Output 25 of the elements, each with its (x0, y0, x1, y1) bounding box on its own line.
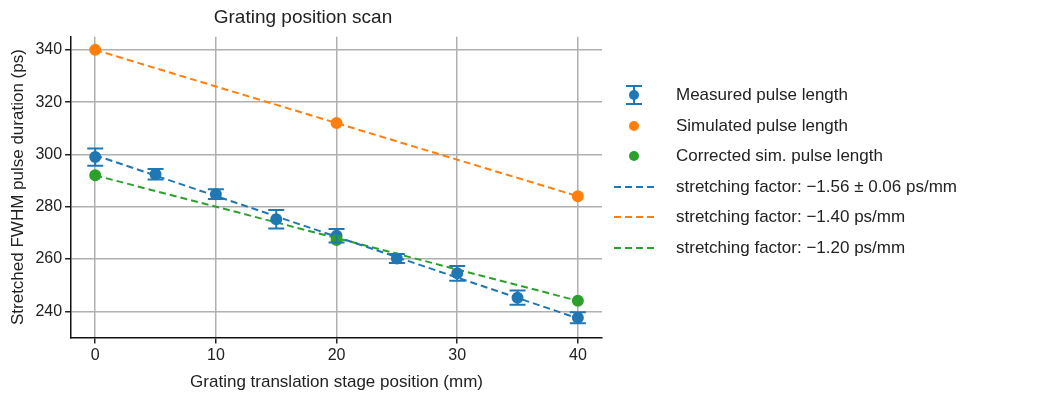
point (571, 294, 584, 307)
y-tick-label: 300 (35, 144, 63, 162)
point (330, 117, 343, 130)
y-tick-label: 340 (35, 40, 63, 58)
y-tick-label: 280 (35, 197, 63, 215)
legend-label: Corrected sim. pulse length (676, 146, 883, 167)
x-tick-label: 20 (327, 346, 346, 364)
point (571, 190, 584, 203)
x-axis-title: Grating translation stage position (mm) (190, 372, 483, 392)
point (89, 169, 102, 182)
legend-label: stretching factor: −1.56 ± 0.06 ps/mm (676, 176, 957, 197)
chart-title: Grating position scan (213, 5, 393, 27)
y-tick-label: 260 (35, 249, 63, 267)
point (89, 43, 102, 56)
legend-label: stretching factor: −1.20 ps/mm (676, 237, 906, 258)
y-tick-label: 240 (35, 301, 63, 319)
legend-label: Measured pulse length (676, 85, 849, 106)
x-tick-label: 0 (90, 346, 100, 364)
x-tick-label: 10 (206, 346, 225, 364)
legend-label: stretching factor: −1.40 ps/mm (676, 207, 906, 228)
y-axis-title: Stretched FWHM pulse duration (ps) (7, 49, 27, 326)
y-tick-label: 320 (35, 92, 63, 110)
x-tick-label: 40 (568, 346, 587, 364)
legend-label: Simulated pulse length (676, 115, 849, 136)
x-tick-label: 30 (448, 346, 467, 364)
